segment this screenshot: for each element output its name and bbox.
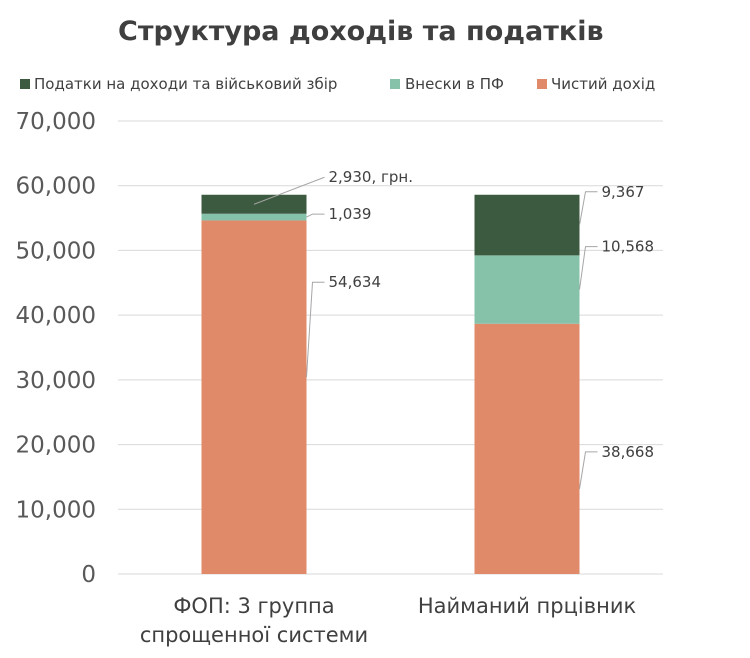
y-tick-label: 70,000 [16,109,96,135]
data-label-leader [253,176,325,205]
chart-title: Структура доходів та податків [118,16,604,47]
legend-item: Чистий дохід [537,75,655,93]
bars [201,194,580,574]
y-tick-label: 60,000 [16,174,96,200]
legend-label: Податки на доходи та військовий збір [34,75,337,93]
data-label-leaders [253,176,598,489]
bar-segment [474,255,580,324]
legend-swatch [20,79,30,89]
y-tick-label: 50,000 [16,238,96,264]
bar-segment [474,323,580,574]
y-axis-tick-labels: 0 10,000 20,000 30,000 40,000 50,000 60,000 70,… [16,109,96,588]
legend-swatch [537,79,547,89]
legend-swatch [390,79,400,89]
data-label-leader [306,281,325,378]
y-tick-label: 20,000 [16,433,96,459]
data-label: 38,668 [602,443,655,461]
data-label-leader [579,246,598,290]
y-tick-label: 40,000 [16,303,96,329]
data-label-leader [306,213,325,218]
bar-segment [474,194,580,256]
legend: Податки на доходи та військовий збір Внес… [20,75,655,93]
data-label: 1,039 [329,205,372,223]
data-label: 2,930, грн. [329,168,413,186]
category-label: Найманий прцівник [418,594,636,618]
legend-label: Чистий дохід [551,75,655,93]
data-label-leader [579,451,598,489]
bar-segment [201,220,307,574]
data-label: 10,568 [602,238,655,256]
legend-label: Внески в ПФ [405,75,504,93]
data-label: 54,634 [329,273,382,291]
category-labels: ФОП: 3 группа спрощенної системи Найманий … [140,594,636,647]
data-label-leader [579,191,598,226]
grid-lines [118,120,663,575]
category-label: ФОП: 3 группа спрощенної системи [140,594,368,647]
data-labels: 54,634 1,039 2,930, грн. 38,668 10,568 9,367 [329,168,655,461]
y-tick-label: 0 [81,562,96,588]
y-tick-label: 10,000 [16,497,96,523]
category-label-line: ФОП: 3 группа [173,594,334,618]
legend-item: Внески в ПФ [390,75,504,93]
category-label-line: спрощенної системи [140,623,368,647]
bar-segment [201,213,307,221]
legend-item: Податки на доходи та військовий збір [20,75,337,93]
category-label-line: Найманий прцівник [418,594,636,618]
data-label: 9,367 [602,183,645,201]
y-tick-label: 30,000 [16,368,96,394]
